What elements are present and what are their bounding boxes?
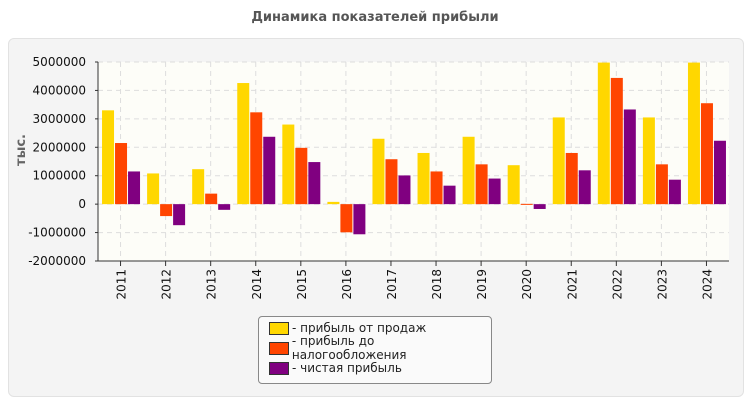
y-axis-label: тыс. xyxy=(14,134,29,166)
bar xyxy=(565,152,578,205)
legend-item: - прибыль от продаж xyxy=(269,319,491,337)
bar xyxy=(552,117,565,205)
bar xyxy=(237,83,250,205)
bar xyxy=(655,164,668,205)
bar xyxy=(173,204,186,226)
bar xyxy=(372,138,385,205)
y-tick-label: 0 xyxy=(78,197,86,211)
bar xyxy=(398,175,411,205)
bar xyxy=(327,201,340,205)
bar xyxy=(443,185,456,205)
legend-swatch xyxy=(269,361,289,375)
bar xyxy=(623,109,636,205)
x-tick-label: 2018 xyxy=(430,269,444,300)
bar xyxy=(308,162,321,205)
bar xyxy=(147,173,160,205)
x-tick-label: 2019 xyxy=(475,269,489,300)
bar xyxy=(520,203,533,205)
x-tick-label: 2022 xyxy=(610,269,624,300)
bar xyxy=(295,147,308,205)
x-tick-label: 2020 xyxy=(520,269,534,300)
bar xyxy=(417,152,430,205)
bar xyxy=(192,169,205,205)
bar xyxy=(385,159,398,205)
bar xyxy=(218,204,231,210)
bar xyxy=(713,140,726,205)
bar xyxy=(250,112,263,205)
bar xyxy=(668,179,681,205)
y-tick-label: -1000000 xyxy=(28,226,86,240)
bar xyxy=(263,136,276,205)
bar xyxy=(475,164,488,205)
y-tick-label: 2000000 xyxy=(33,140,86,154)
bar xyxy=(353,204,366,235)
x-tick-label: 2021 xyxy=(565,269,579,300)
bar xyxy=(115,143,128,205)
x-tick-label: 2015 xyxy=(295,269,309,300)
bar xyxy=(687,62,700,205)
bar xyxy=(128,171,141,205)
x-tick-label: 2012 xyxy=(160,269,174,300)
bar xyxy=(160,204,173,217)
legend-label: - прибыль от продаж xyxy=(292,321,427,335)
bar xyxy=(507,165,520,205)
x-tick-label: 2024 xyxy=(700,269,714,300)
legend-item: - чистая прибыль xyxy=(269,359,491,377)
bar xyxy=(430,171,443,205)
y-tick-label: 1000000 xyxy=(33,169,86,183)
y-tick-label: 5000000 xyxy=(33,55,86,69)
y-tick-label: 3000000 xyxy=(33,112,86,126)
bar xyxy=(533,204,546,209)
bar xyxy=(205,193,218,205)
legend-label: - прибыль до налогообложения xyxy=(291,334,407,362)
bar xyxy=(700,103,713,205)
bar xyxy=(462,136,475,205)
bar xyxy=(488,178,501,205)
bar xyxy=(642,117,655,205)
x-tick-label: 2016 xyxy=(340,269,354,300)
x-tick-label: 2013 xyxy=(205,269,219,300)
x-tick-label: 2017 xyxy=(385,269,399,300)
legend-swatch xyxy=(269,321,289,335)
legend: - прибыль от продаж - прибыль до налогоо… xyxy=(258,316,492,384)
x-tick-label: 2011 xyxy=(115,269,129,300)
legend-item: - прибыль до налогообложения xyxy=(269,334,491,362)
bar xyxy=(102,110,115,205)
x-tick-label: 2023 xyxy=(655,269,669,300)
y-tick-label: 4000000 xyxy=(33,83,86,97)
y-tick-label: -2000000 xyxy=(28,254,86,268)
bar xyxy=(578,170,591,205)
legend-swatch xyxy=(269,341,289,355)
bar xyxy=(282,124,295,205)
bar xyxy=(597,62,610,205)
bar xyxy=(610,77,623,205)
bar xyxy=(340,204,353,233)
legend-label: - чистая прибыль xyxy=(292,361,402,375)
chart-title: Динамика показателей прибыли xyxy=(251,10,499,25)
x-tick-label: 2014 xyxy=(250,269,264,300)
